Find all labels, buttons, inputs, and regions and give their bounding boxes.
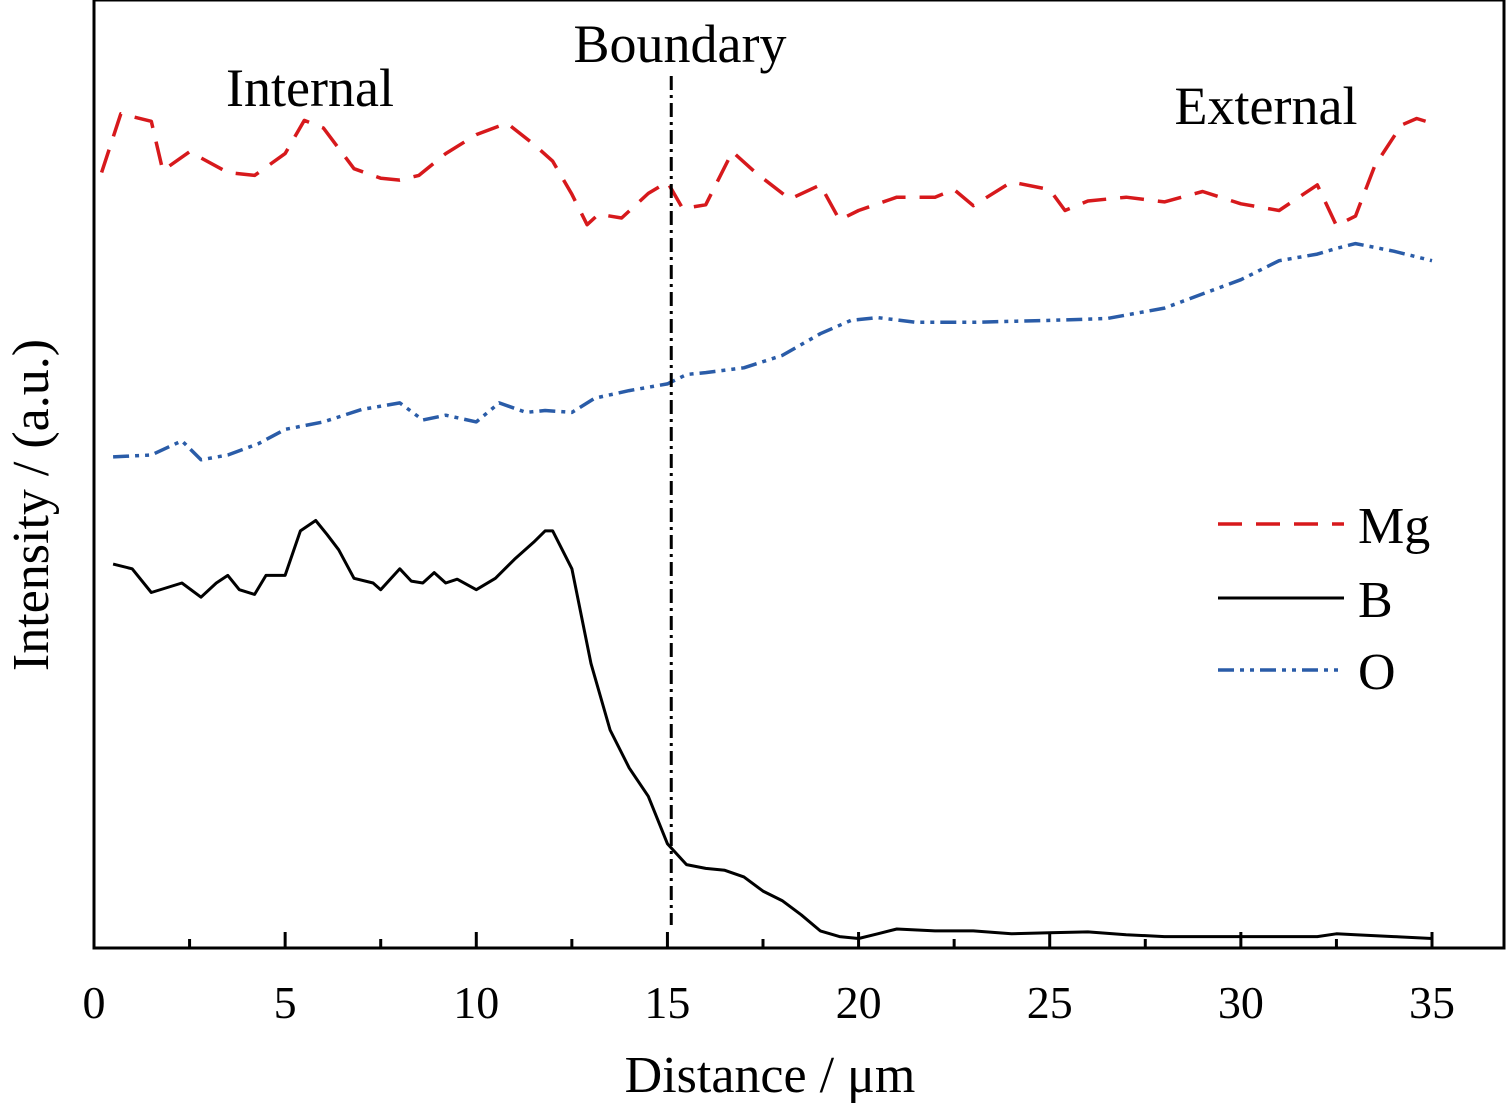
legend-label-o: O (1358, 644, 1396, 701)
series-line-b (112, 519, 1433, 940)
external-label: External (1175, 76, 1358, 136)
y-axis-title: Intensity / (a.u.) (3, 339, 60, 671)
x-tick-label: 0 (83, 977, 106, 1028)
series-line-mg (99, 112, 1433, 228)
series-line-o (113, 241, 1433, 462)
legend: Mg B O (1218, 498, 1430, 701)
boundary-label: Boundary (574, 14, 787, 74)
x-tick-label: 35 (1409, 977, 1455, 1028)
x-tick-label: 20 (836, 977, 882, 1028)
x-tick-label: 15 (644, 977, 690, 1028)
internal-label: Internal (226, 58, 394, 118)
legend-label-mg: Mg (1358, 498, 1430, 555)
x-axis-title: Distance / μm (625, 1047, 916, 1104)
series-group (99, 112, 1433, 940)
legend-label-b: B (1358, 572, 1393, 629)
x-axis-tick-labels: 0 5 10 15 20 25 30 35 (83, 977, 1456, 1028)
x-tick-label: 10 (453, 977, 499, 1028)
plot-frame (92, 0, 1506, 950)
x-tick-label: 5 (274, 977, 297, 1028)
x-tick-label: 25 (1027, 977, 1073, 1028)
x-axis-ticks (92, 932, 1434, 948)
x-tick-label: 30 (1218, 977, 1264, 1028)
